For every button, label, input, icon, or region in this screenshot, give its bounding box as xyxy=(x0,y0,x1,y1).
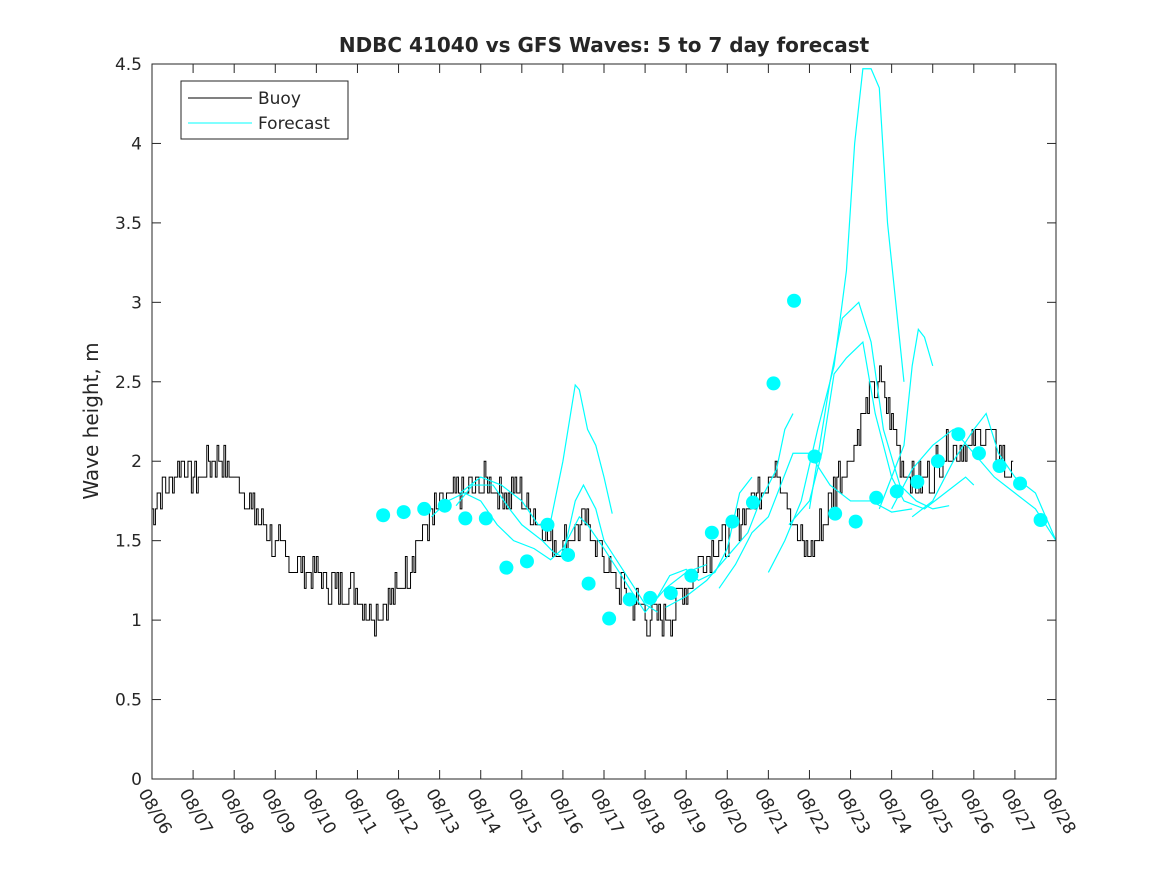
forecast-run-line-8 xyxy=(808,301,950,510)
y-tick-label: 0.5 xyxy=(115,691,142,711)
y-tick-label: 1 xyxy=(131,611,142,631)
forecast-point xyxy=(684,568,699,583)
x-tick-label: 08/21 xyxy=(750,786,792,838)
x-tick-label: 08/22 xyxy=(791,786,833,838)
legend-box xyxy=(180,80,349,140)
x-tick-label: 08/17 xyxy=(586,786,628,838)
x-tick-label: 08/26 xyxy=(955,786,997,838)
legend: Buoy Forecast xyxy=(180,80,349,140)
forecast-point xyxy=(930,454,945,469)
forecast-point xyxy=(869,490,884,505)
forecast-point xyxy=(540,517,555,532)
x-tick-label: 08/27 xyxy=(997,786,1039,838)
x-tick-label: 08/19 xyxy=(668,786,710,838)
forecast-point xyxy=(519,554,534,569)
forecast-point xyxy=(992,458,1007,473)
x-tick-label: 08/11 xyxy=(339,786,381,838)
forecast-point xyxy=(437,498,452,513)
x-tick-label: 08/16 xyxy=(545,786,587,838)
forecast-point xyxy=(910,474,925,489)
x-tick-label: 08/14 xyxy=(462,786,504,838)
x-tick-label: 08/09 xyxy=(257,786,299,838)
x-tick-label: 08/07 xyxy=(175,786,217,838)
forecast-point xyxy=(1013,476,1028,491)
forecast-point xyxy=(396,505,411,520)
y-tick-label: 0 xyxy=(131,770,142,790)
x-tick-label: 08/08 xyxy=(216,786,258,838)
y-axis-label: Wave height, m xyxy=(79,342,103,499)
forecast-point xyxy=(622,592,637,607)
chart-title: NDBC 41040 vs GFS Waves: 5 to 7 day fore… xyxy=(339,33,870,57)
forecast-run-line-4 xyxy=(665,413,794,608)
x-tick-label: 08/20 xyxy=(709,786,751,838)
axes: 0 0.5 1 1.5 2 2.5 3 3.5 4 4.5 08/06 08/07 08/08 08/09… xyxy=(115,55,1080,838)
y-tick-label: 4.5 xyxy=(115,55,142,75)
x-tick-label: 08/10 xyxy=(298,786,340,838)
x-tick-label: 08/13 xyxy=(421,786,463,838)
y-tick-label: 2 xyxy=(131,452,142,472)
forecast-point xyxy=(889,484,904,499)
legend-buoy-label: Buoy xyxy=(258,89,301,109)
forecast-run-line-7 xyxy=(788,340,975,526)
forecast-run-line-10 xyxy=(878,327,934,510)
forecast-point xyxy=(643,590,658,605)
axes-box xyxy=(151,63,1057,780)
forecast-point xyxy=(951,427,966,442)
forecast-point xyxy=(787,293,802,308)
forecast-point xyxy=(1033,513,1048,528)
x-tick-label: 08/15 xyxy=(503,786,545,838)
forecast-point xyxy=(499,560,514,575)
forecast-point xyxy=(828,506,843,521)
x-tick-label: 08/18 xyxy=(627,786,669,838)
forecast-point xyxy=(417,501,432,516)
y-tick-label: 3 xyxy=(131,293,142,313)
forecast-point xyxy=(971,446,986,461)
forecast-point xyxy=(807,449,822,464)
forecast-point xyxy=(704,525,719,540)
forecast-point xyxy=(745,495,760,510)
forecast-point xyxy=(663,586,678,601)
x-tick-label: 08/28 xyxy=(1038,786,1080,838)
forecast-point xyxy=(602,611,617,626)
x-tick-label: 08/25 xyxy=(914,786,956,838)
forecast-run-line-0 xyxy=(459,383,613,526)
forecast-point xyxy=(478,511,493,526)
forecast-point xyxy=(725,514,740,529)
legend-forecast-label: Forecast xyxy=(258,114,330,134)
plot-area xyxy=(152,68,1057,637)
forecast-point xyxy=(376,508,391,523)
forecast-point xyxy=(766,376,781,391)
x-tick-label: 08/23 xyxy=(832,786,874,838)
forecast-run-line-6 xyxy=(767,68,905,573)
forecast-point xyxy=(458,511,473,526)
x-tick-label: 08/24 xyxy=(873,786,915,838)
forecast-run-line-3 xyxy=(652,476,753,605)
forecast-point xyxy=(848,514,863,529)
y-tick-label: 4 xyxy=(131,134,142,154)
forecast-point xyxy=(561,547,576,562)
forecast-run-line-9 xyxy=(911,412,1057,541)
y-tick-label: 2.5 xyxy=(115,373,142,393)
x-tick-label: 08/06 xyxy=(134,786,176,838)
forecast-point xyxy=(581,576,596,591)
y-tick-label: 3.5 xyxy=(115,214,142,234)
y-tick-label: 1.5 xyxy=(115,532,142,552)
x-tick-label: 08/12 xyxy=(380,786,422,838)
